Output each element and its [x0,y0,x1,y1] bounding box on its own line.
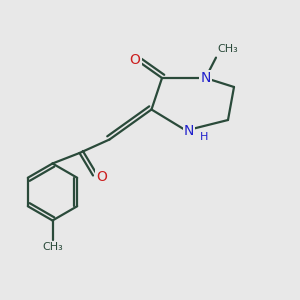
Text: N: N [184,124,194,137]
Text: O: O [130,53,140,67]
Text: H: H [200,132,208,142]
Text: O: O [97,170,107,184]
Text: CH₃: CH₃ [218,44,238,54]
Text: CH₃: CH₃ [42,242,63,253]
Text: N: N [200,71,211,85]
